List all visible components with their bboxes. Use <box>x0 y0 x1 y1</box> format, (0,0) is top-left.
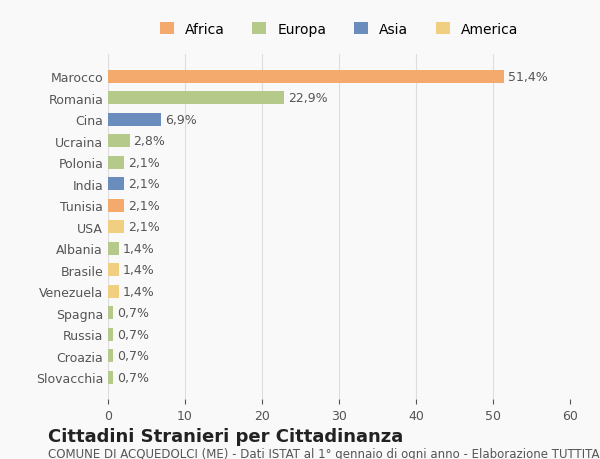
Text: 2,1%: 2,1% <box>128 199 160 212</box>
Bar <box>108 328 113 341</box>
Bar <box>108 178 124 191</box>
Bar <box>108 263 119 276</box>
Text: 0,7%: 0,7% <box>117 349 149 362</box>
Text: 0,7%: 0,7% <box>117 371 149 384</box>
Bar <box>108 221 124 234</box>
Text: 2,1%: 2,1% <box>128 178 160 191</box>
Text: 0,7%: 0,7% <box>117 307 149 319</box>
Text: 6,9%: 6,9% <box>165 113 197 127</box>
Bar <box>108 135 130 148</box>
Text: 2,8%: 2,8% <box>133 135 165 148</box>
Text: 0,7%: 0,7% <box>117 328 149 341</box>
Bar <box>108 371 113 384</box>
Legend: Africa, Europa, Asia, America: Africa, Europa, Asia, America <box>154 17 524 42</box>
Bar <box>108 349 113 362</box>
Bar <box>108 285 119 298</box>
Text: COMUNE DI ACQUEDOLCI (ME) - Dati ISTAT al 1° gennaio di ogni anno - Elaborazione: COMUNE DI ACQUEDOLCI (ME) - Dati ISTAT a… <box>48 447 600 459</box>
Text: 1,4%: 1,4% <box>122 263 154 277</box>
Text: 22,9%: 22,9% <box>288 92 328 105</box>
Text: 1,4%: 1,4% <box>122 242 154 255</box>
Bar <box>108 113 161 127</box>
Bar <box>108 242 119 255</box>
Text: 2,1%: 2,1% <box>128 157 160 169</box>
Bar <box>108 92 284 105</box>
Bar <box>108 199 124 212</box>
Text: 1,4%: 1,4% <box>122 285 154 298</box>
Text: 2,1%: 2,1% <box>128 221 160 234</box>
Bar <box>108 307 113 319</box>
Bar <box>108 71 504 84</box>
Text: Cittadini Stranieri per Cittadinanza: Cittadini Stranieri per Cittadinanza <box>48 427 403 445</box>
Bar <box>108 157 124 169</box>
Text: 51,4%: 51,4% <box>508 71 547 84</box>
